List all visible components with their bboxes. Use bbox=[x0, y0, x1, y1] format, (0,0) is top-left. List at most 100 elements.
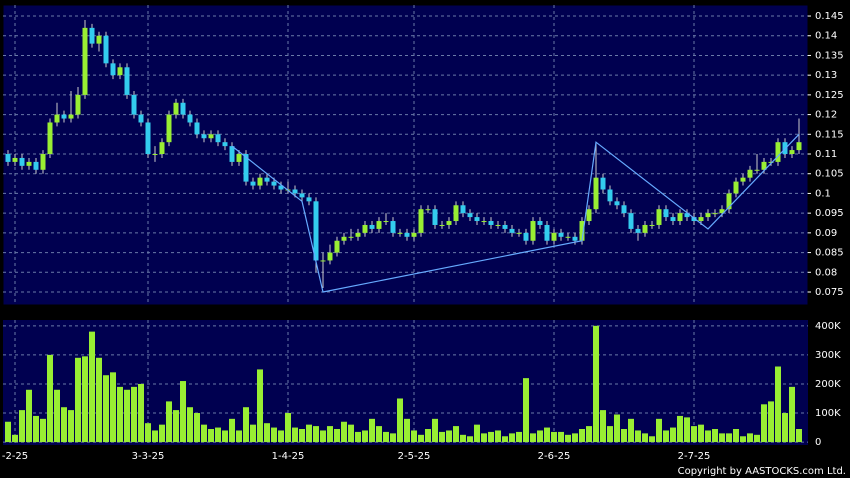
candle-body bbox=[180, 102, 186, 115]
candle-body bbox=[82, 27, 88, 95]
y-tick-label: 0.095 bbox=[815, 208, 844, 219]
x-tick-label: -2-25 bbox=[2, 451, 28, 462]
volume-bar bbox=[607, 426, 613, 443]
volume-bar bbox=[789, 386, 795, 443]
volume-bar bbox=[40, 418, 46, 443]
candle-body bbox=[152, 154, 158, 156]
candle-body bbox=[320, 260, 326, 262]
y-tick-label: 0.125 bbox=[815, 90, 844, 101]
volume-bar bbox=[544, 427, 550, 443]
y-tick-label: 0.12 bbox=[815, 110, 837, 121]
volume-bar bbox=[383, 431, 389, 443]
volume-bar bbox=[334, 429, 340, 443]
volume-bar bbox=[768, 401, 774, 443]
volume-tick-label: 200K bbox=[815, 379, 841, 390]
candle-body bbox=[593, 177, 599, 210]
volume-bar bbox=[404, 418, 410, 443]
candle-body bbox=[110, 63, 116, 76]
volume-bar bbox=[397, 398, 403, 443]
candle-body bbox=[754, 169, 760, 171]
volume-bar bbox=[593, 325, 599, 443]
volume-bar bbox=[411, 430, 417, 443]
candle-body bbox=[89, 27, 95, 44]
x-tick-label: 1-4-25 bbox=[272, 451, 305, 462]
volume-bar bbox=[75, 357, 81, 443]
candle-body bbox=[383, 221, 389, 223]
candle-body bbox=[243, 154, 249, 182]
candle-body bbox=[747, 169, 753, 178]
volume-bar bbox=[12, 434, 18, 443]
volume-bar bbox=[572, 433, 578, 443]
candle-body bbox=[761, 161, 767, 170]
candle-body bbox=[12, 157, 18, 162]
zigzag-line bbox=[231, 133, 800, 293]
x-tick-label: 2-6-25 bbox=[538, 451, 571, 462]
x-tick-label: 2-5-25 bbox=[398, 451, 431, 462]
volume-bar bbox=[432, 418, 438, 443]
candle-body bbox=[439, 224, 445, 226]
y-tick-label: 0.085 bbox=[815, 248, 844, 259]
candle-body bbox=[663, 209, 669, 218]
volume-bar bbox=[145, 423, 151, 443]
volume-bar bbox=[152, 430, 158, 443]
volume-bar bbox=[222, 430, 228, 443]
volume-bar bbox=[453, 426, 459, 443]
y-tick-label: 0.14 bbox=[815, 31, 837, 42]
volume-bar bbox=[495, 430, 501, 443]
volume-bar bbox=[194, 413, 200, 443]
volume-bar bbox=[502, 436, 508, 443]
candle-body bbox=[306, 197, 312, 202]
candle-body bbox=[397, 232, 403, 234]
volume-bar bbox=[327, 426, 333, 443]
candle-body bbox=[194, 122, 200, 135]
candle-body bbox=[390, 221, 396, 233]
volume-bar bbox=[54, 389, 60, 443]
candle-body bbox=[775, 142, 781, 162]
volume-bar bbox=[740, 436, 746, 443]
y-tick-label: 0.135 bbox=[815, 50, 844, 61]
candle-body bbox=[467, 213, 473, 218]
volume-bar bbox=[747, 433, 753, 443]
volume-bar bbox=[488, 431, 494, 443]
volume-bar bbox=[614, 414, 620, 443]
candle-body bbox=[586, 209, 592, 222]
candle-body bbox=[537, 221, 543, 225]
volume-bar bbox=[187, 407, 193, 443]
candle-body bbox=[495, 224, 501, 226]
volume-bar bbox=[103, 375, 109, 443]
volume-bar bbox=[754, 434, 760, 443]
volume-bar bbox=[446, 430, 452, 443]
candle-body bbox=[607, 189, 613, 202]
volume-bar bbox=[117, 386, 123, 443]
y-tick-label: 0.075 bbox=[815, 287, 844, 298]
volume-bar bbox=[656, 418, 662, 443]
y-tick-label: 0.105 bbox=[815, 169, 844, 180]
candle-body bbox=[159, 142, 165, 155]
volume-bar bbox=[425, 429, 431, 443]
candle-body bbox=[40, 154, 46, 170]
candle-body bbox=[698, 217, 704, 222]
volume-bar bbox=[82, 356, 88, 443]
candle-body bbox=[621, 205, 627, 214]
volume-bar bbox=[285, 413, 291, 443]
volume-bar bbox=[33, 415, 39, 443]
candle-body bbox=[327, 252, 333, 261]
volume-bar bbox=[390, 433, 396, 443]
volume-bar bbox=[236, 430, 242, 443]
volume-bar bbox=[551, 431, 557, 443]
candle-body bbox=[173, 102, 179, 115]
volume-bar bbox=[96, 357, 102, 443]
volume-bar bbox=[306, 424, 312, 443]
volume-tick-label: 300K bbox=[815, 350, 841, 361]
volume-bar bbox=[257, 369, 263, 443]
candle-body bbox=[222, 142, 228, 147]
volume-bar bbox=[481, 433, 487, 443]
candle-body bbox=[579, 221, 585, 241]
volume-bar bbox=[586, 426, 592, 443]
candle-body bbox=[509, 228, 515, 233]
candle-body bbox=[19, 157, 25, 166]
candle-body bbox=[271, 181, 277, 186]
volume-bar bbox=[698, 424, 704, 443]
volume-bar bbox=[173, 410, 179, 443]
candle-body bbox=[558, 232, 564, 237]
